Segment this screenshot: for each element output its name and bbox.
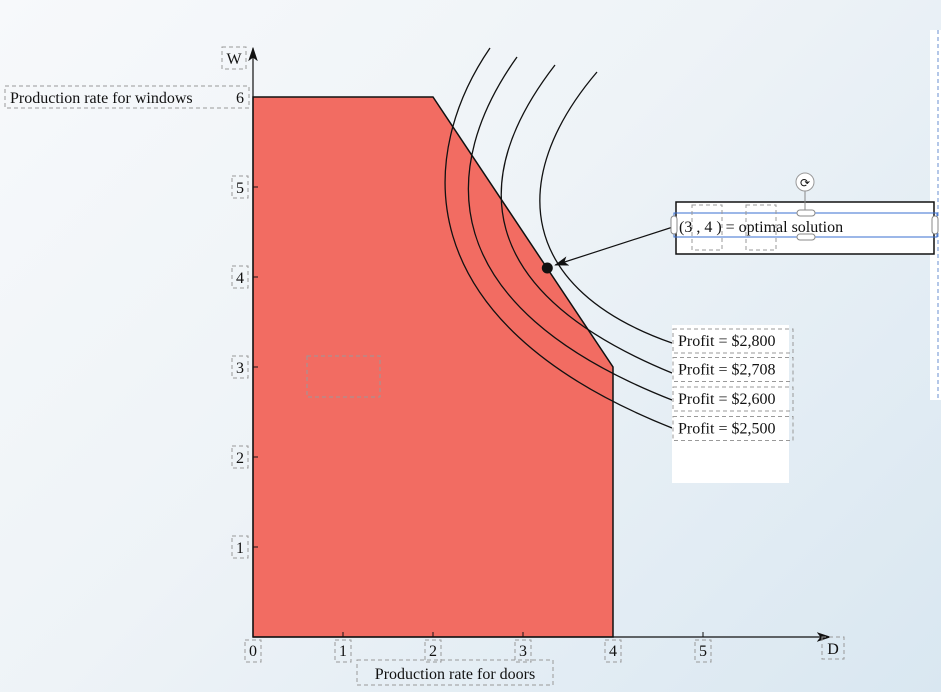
optimal-point <box>541 262 553 274</box>
labels-background <box>672 325 789 483</box>
y-tick-box <box>231 265 249 289</box>
profit-label-2600: Profit = $2,600 <box>678 391 775 408</box>
x-tick-box <box>604 639 622 663</box>
x-tick-box <box>244 639 262 663</box>
isoprofit-curve-2600 <box>467 56 673 401</box>
isoprofit-curve-2800 <box>539 71 673 344</box>
y-axis-letter: W <box>226 51 242 68</box>
y-axis-label: Production rate for windows <box>10 90 193 107</box>
x-tick-box <box>514 639 532 663</box>
xlabel-box <box>356 659 554 686</box>
profit-label-2800: Profit = $2,800 <box>678 333 775 350</box>
y-tick-box <box>231 175 249 199</box>
y-tick-label: 6 <box>236 90 244 107</box>
resize-handle[interactable] <box>931 215 939 235</box>
resize-handle[interactable] <box>796 233 816 241</box>
x-axis-letter: D <box>827 641 839 658</box>
rotate-icon[interactable]: ⟳ <box>800 176 810 190</box>
fraction-box <box>745 204 777 251</box>
y-letter-box <box>221 46 247 70</box>
y-tick-label: 2 <box>236 450 244 467</box>
x-tick-label: 2 <box>429 643 437 660</box>
ylabel-box <box>4 85 250 109</box>
y-tick-label: 5 <box>236 180 244 197</box>
rotate-handle[interactable] <box>795 172 815 192</box>
x-axis-label: Production rate for doors <box>375 666 535 683</box>
x-tick-box <box>424 639 442 663</box>
profit-label-box <box>672 416 794 441</box>
x-tick-label: 1 <box>339 643 347 660</box>
x-tick-box <box>334 639 352 663</box>
profit-label-box <box>672 328 794 354</box>
y-tick-label: 1 <box>236 540 244 557</box>
x-tick-label: 4 <box>609 643 617 660</box>
x-letter-box <box>821 636 845 660</box>
y-tick-box <box>231 445 249 469</box>
side-panel <box>930 30 941 400</box>
y-tick-label: 4 <box>236 270 244 287</box>
y-tick-box <box>231 355 249 379</box>
y-tick-label: 3 <box>236 360 244 377</box>
profit-label-2500: Profit = $2,500 <box>678 421 775 438</box>
isoprofit-curve-2708 <box>500 64 673 374</box>
fraction-box <box>691 204 723 251</box>
isoprofit-curve-2500 <box>444 47 673 429</box>
x-tick-box <box>694 639 712 663</box>
x-tick-label: 5 <box>699 643 707 660</box>
optimal-label: (3 , 4 ) = optimal solution <box>679 219 843 236</box>
resize-handle[interactable] <box>670 215 678 235</box>
y-tick-box <box>231 535 249 559</box>
profit-label-2708: Profit = $2,708 <box>678 362 775 379</box>
placeholder-box[interactable] <box>306 355 381 398</box>
profit-label-box <box>672 357 794 382</box>
x-tick-label: 3 <box>519 643 527 660</box>
optimal-arrow <box>554 225 677 266</box>
profit-label-box <box>672 386 794 412</box>
x-tick-label: 0 <box>249 643 257 660</box>
resize-handle[interactable] <box>796 209 816 217</box>
